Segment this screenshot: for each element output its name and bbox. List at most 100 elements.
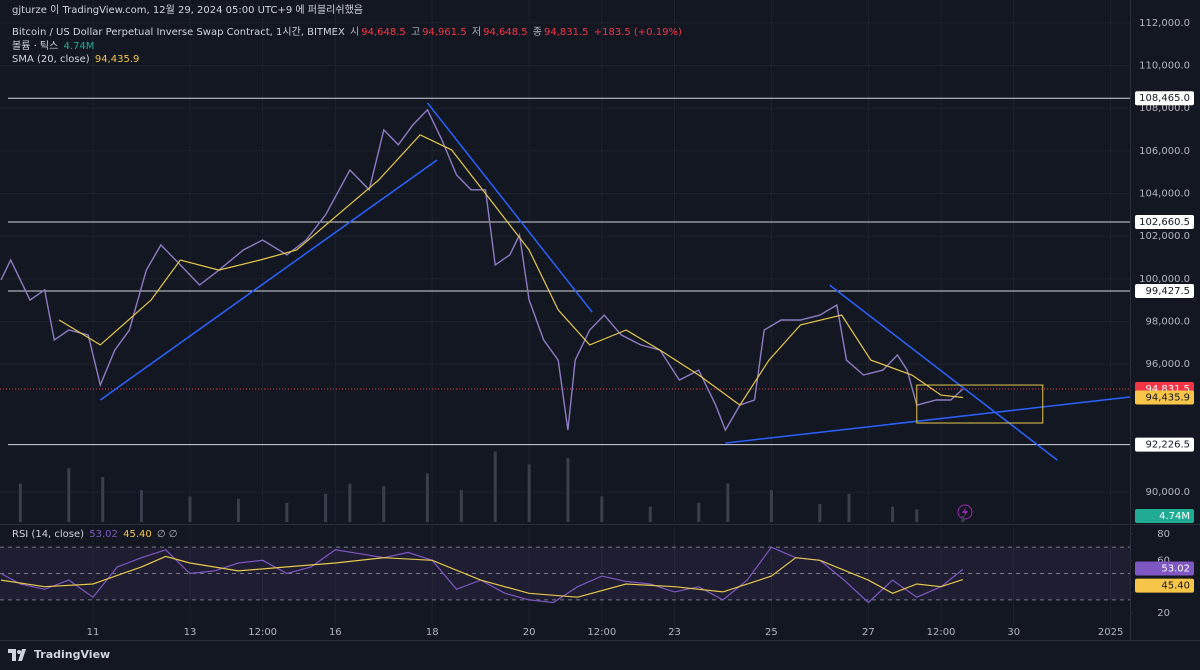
series-line	[0, 108, 964, 432]
symbol-title: Bitcoin / US Dollar Perpetual Inverse Sw…	[12, 27, 345, 38]
ohlc-name: 저	[471, 27, 482, 38]
publisher: gjturze 이 TradingView.com, 12월 29, 2024 …	[12, 5, 363, 16]
x-tick-label: 12:00	[248, 627, 277, 638]
volume-bar	[527, 464, 531, 522]
axis-label-box	[1135, 91, 1194, 106]
y-tick-label: 104,000.0	[1139, 188, 1190, 199]
axis-label: 53.02	[1161, 564, 1190, 575]
volume-bar	[961, 515, 965, 522]
volume-name: 볼륨 · 틱스	[12, 41, 59, 52]
volume-bar	[915, 509, 919, 522]
x-tick-label: 18	[426, 627, 439, 638]
volume-bar	[459, 490, 463, 522]
axis-label-box	[1135, 561, 1194, 576]
event-icon-bolt	[962, 507, 968, 517]
x-tick-label: 27	[862, 627, 875, 638]
sma-value: 94,435.9	[94, 54, 140, 65]
rsi-band	[0, 547, 1130, 600]
range-box	[916, 384, 1044, 424]
y-tick-label: 80	[1157, 529, 1170, 540]
x-tick-label: 11	[87, 627, 100, 638]
y-tick-label: 20	[1157, 608, 1170, 619]
volume-bar	[101, 477, 105, 522]
brand-logo	[8, 648, 26, 661]
ohlc-value: 94,648.5	[361, 27, 406, 38]
ohlc-value: 94,961.5	[422, 27, 467, 38]
y-tick-label: 98,000.0	[1145, 316, 1190, 327]
volume-bar	[493, 451, 497, 522]
price-legend: Bitcoin / US Dollar Perpetual Inverse Sw…	[12, 26, 684, 39]
volume-bar	[600, 496, 604, 522]
axis-label-box	[1135, 437, 1194, 452]
axis-label: 108,465.0	[1139, 93, 1190, 104]
volume-legend: 볼륨 · 틱스 4.74M	[12, 40, 96, 53]
x-tick-label: 12:00	[927, 627, 956, 638]
y-tick-label: 60	[1157, 555, 1170, 566]
event-icon	[957, 504, 973, 520]
trendline	[725, 396, 1131, 444]
ohlc-name: 고	[410, 27, 421, 38]
volume-bar	[324, 493, 328, 522]
volume-bar	[18, 483, 22, 522]
axis-label-box	[1135, 509, 1194, 523]
volume-value: 4.74M	[63, 41, 95, 52]
y-tick-label: 110,000.0	[1139, 60, 1190, 71]
change: +183.5 (+0.19%)	[593, 27, 682, 38]
brand-logo-shape	[8, 648, 26, 661]
x-tick-label: 25	[765, 627, 778, 638]
volume-bar	[847, 493, 851, 522]
axis-label-box	[1135, 284, 1194, 299]
x-tick-label: 30	[1007, 627, 1020, 638]
series-line	[0, 555, 963, 598]
volume-bar	[236, 498, 240, 522]
volume-bar	[818, 504, 822, 522]
axis-label: 45.40	[1161, 581, 1190, 592]
rsi-value: 53.02	[89, 529, 118, 540]
y-tick-label: 90,000.0	[1145, 487, 1190, 498]
trendline	[99, 159, 438, 401]
axis-label: 102,660.5	[1139, 217, 1190, 228]
y-tick-label: 100,000.0	[1139, 274, 1190, 285]
ohlc-name: 종	[532, 27, 542, 38]
series-line	[58, 134, 963, 406]
ohlc-name: 시	[350, 27, 360, 38]
trendline	[426, 102, 593, 313]
x-tick-label: 13	[184, 627, 197, 638]
x-tick-label: 12:00	[587, 627, 616, 638]
volume-bar	[348, 483, 352, 522]
volume-bar	[769, 490, 773, 522]
ohlc-value: 94,831.5	[544, 27, 589, 38]
axis-label-box	[1135, 390, 1194, 405]
volume-bar	[726, 483, 730, 522]
y-tick-label: 106,000.0	[1139, 146, 1190, 157]
volume-bar	[188, 496, 192, 522]
axis-label: 92,226.5	[1145, 440, 1190, 451]
rsi-na: ∅ ∅	[156, 529, 178, 540]
axis-label: 94,435.9	[1145, 393, 1190, 404]
volume-bar	[648, 506, 652, 522]
axis-label: 4.74M	[1159, 511, 1190, 522]
y-tick-label: 96,000.0	[1145, 359, 1190, 370]
publisher-line: gjturze 이 TradingView.com, 12월 29, 2024 …	[12, 4, 365, 17]
volume-bar	[566, 458, 570, 522]
x-tick-label: 16	[329, 627, 342, 638]
axis-label: 99,427.5	[1145, 286, 1190, 297]
rsi-legend: RSI (14, close) 53.02 45.40 ∅ ∅	[12, 528, 180, 541]
trendline	[829, 284, 1058, 461]
brand-logo-dot	[17, 649, 21, 654]
ohlc-value: 94,648.5	[483, 27, 528, 38]
x-tick-label: 2025	[1098, 627, 1123, 638]
volume-bar	[285, 502, 289, 522]
volume-bar	[139, 490, 143, 522]
y-tick-label: 102,000.0	[1139, 231, 1190, 242]
brand: TradingView	[34, 648, 111, 661]
x-tick-label: 23	[668, 627, 681, 638]
y-tick-label: 108,000.0	[1139, 103, 1190, 114]
sma-legend: SMA (20, close) 94,435.9	[12, 53, 141, 66]
axis-label-box	[1135, 578, 1194, 593]
footer: TradingView	[8, 648, 110, 661]
volume-bar	[891, 506, 895, 522]
